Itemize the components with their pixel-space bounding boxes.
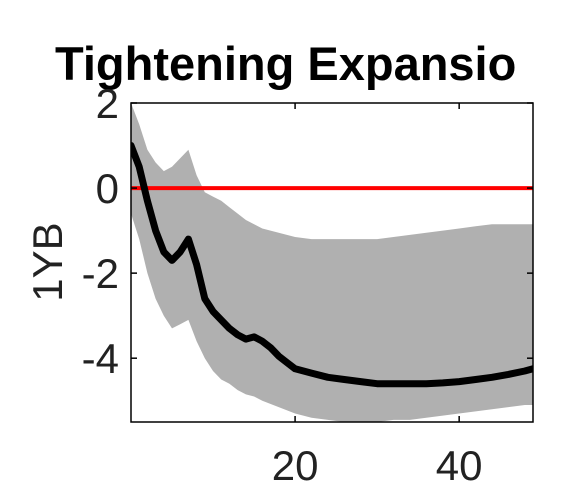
y-tick-label: -4 [82, 335, 119, 382]
y-tick-label: 2 [96, 80, 119, 127]
chart-title: Tightening Expansio [55, 37, 516, 90]
y-tick-label: -2 [82, 250, 119, 297]
confidence-band [131, 103, 533, 422]
plot-area [130, 102, 534, 423]
plot-clipped [131, 103, 533, 422]
y-tick-label: 0 [96, 165, 119, 212]
axis-ticks: 20-2-420 40 [82, 80, 533, 487]
y-axis-label: 1YB [24, 222, 71, 301]
axes-box [130, 102, 534, 423]
x-tick-label: 20 [272, 442, 319, 487]
median-line [131, 142, 533, 388]
x-tick-label: 40 [436, 442, 483, 487]
